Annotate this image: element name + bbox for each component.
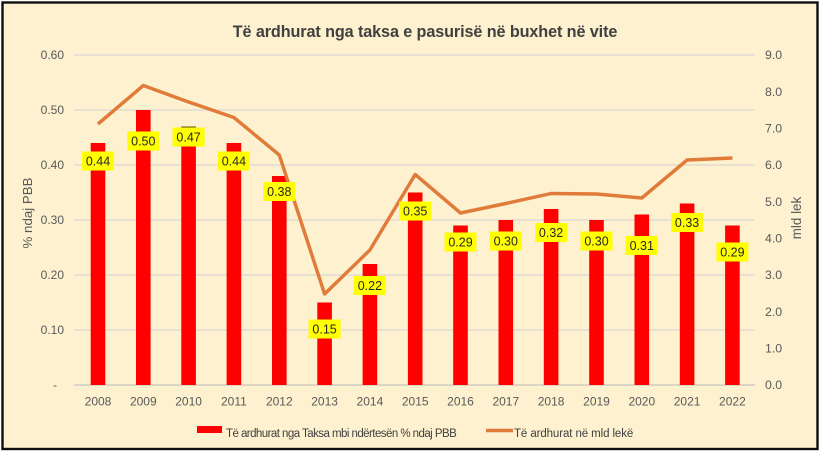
svg-text:0.30: 0.30	[584, 234, 608, 248]
svg-text:-: -	[53, 378, 57, 392]
svg-text:2018: 2018	[538, 395, 565, 409]
svg-text:0.30: 0.30	[41, 213, 65, 227]
svg-text:2021: 2021	[674, 395, 701, 409]
svg-text:0.10: 0.10	[41, 323, 65, 337]
svg-text:2019: 2019	[583, 395, 610, 409]
svg-text:mld lek: mld lek	[789, 196, 804, 239]
svg-text:0.22: 0.22	[358, 279, 382, 293]
svg-text:2.0: 2.0	[765, 305, 782, 319]
svg-text:0.60: 0.60	[41, 48, 65, 62]
svg-text:Të ardhurat në mld lekë: Të ardhurat në mld lekë	[514, 428, 633, 440]
svg-text:0.31: 0.31	[630, 239, 654, 253]
svg-text:7.0: 7.0	[765, 122, 782, 136]
svg-text:0.44: 0.44	[222, 154, 246, 168]
svg-text:0.32: 0.32	[539, 226, 563, 240]
svg-text:2015: 2015	[402, 395, 429, 409]
svg-text:2014: 2014	[357, 395, 384, 409]
svg-text:9.0: 9.0	[765, 48, 782, 62]
svg-text:0.29: 0.29	[720, 245, 744, 259]
svg-text:Të ardhurat nga Taksa mbi ndër: Të ardhurat nga Taksa mbi ndërtesën % nd…	[226, 428, 457, 440]
svg-text:2022: 2022	[719, 395, 746, 409]
svg-text:0.33: 0.33	[675, 216, 699, 230]
svg-text:0.20: 0.20	[41, 268, 65, 282]
svg-text:4.0: 4.0	[765, 232, 782, 246]
svg-text:2017: 2017	[492, 395, 519, 409]
svg-text:0.50: 0.50	[131, 134, 155, 148]
svg-text:2013: 2013	[311, 395, 338, 409]
svg-text:0.0: 0.0	[765, 378, 782, 392]
svg-text:5.0: 5.0	[765, 195, 782, 209]
svg-text:0.44: 0.44	[86, 154, 110, 168]
svg-text:1.0: 1.0	[765, 342, 782, 356]
svg-text:2010: 2010	[175, 395, 202, 409]
svg-text:0.15: 0.15	[312, 322, 336, 336]
svg-text:% ndaj PBB: % ndaj PBB	[20, 177, 35, 248]
svg-text:2011: 2011	[221, 395, 247, 409]
svg-text:3.0: 3.0	[765, 268, 782, 282]
svg-text:2008: 2008	[85, 395, 112, 409]
svg-text:0.35: 0.35	[403, 204, 427, 218]
svg-text:6.0: 6.0	[765, 158, 782, 172]
svg-text:Të ardhurat nga taksa e pasuri: Të ardhurat nga taksa e pasurisë në buxh…	[233, 23, 618, 41]
svg-text:2020: 2020	[628, 395, 655, 409]
svg-text:0.50: 0.50	[41, 103, 65, 117]
svg-text:0.30: 0.30	[494, 234, 518, 248]
svg-text:0.38: 0.38	[267, 185, 291, 199]
svg-text:0.40: 0.40	[41, 158, 65, 172]
svg-text:8.0: 8.0	[765, 85, 782, 99]
svg-text:0.29: 0.29	[448, 235, 472, 249]
svg-text:0.47: 0.47	[176, 130, 200, 144]
svg-text:2009: 2009	[130, 395, 157, 409]
svg-text:2016: 2016	[447, 395, 474, 409]
svg-text:2012: 2012	[266, 395, 293, 409]
